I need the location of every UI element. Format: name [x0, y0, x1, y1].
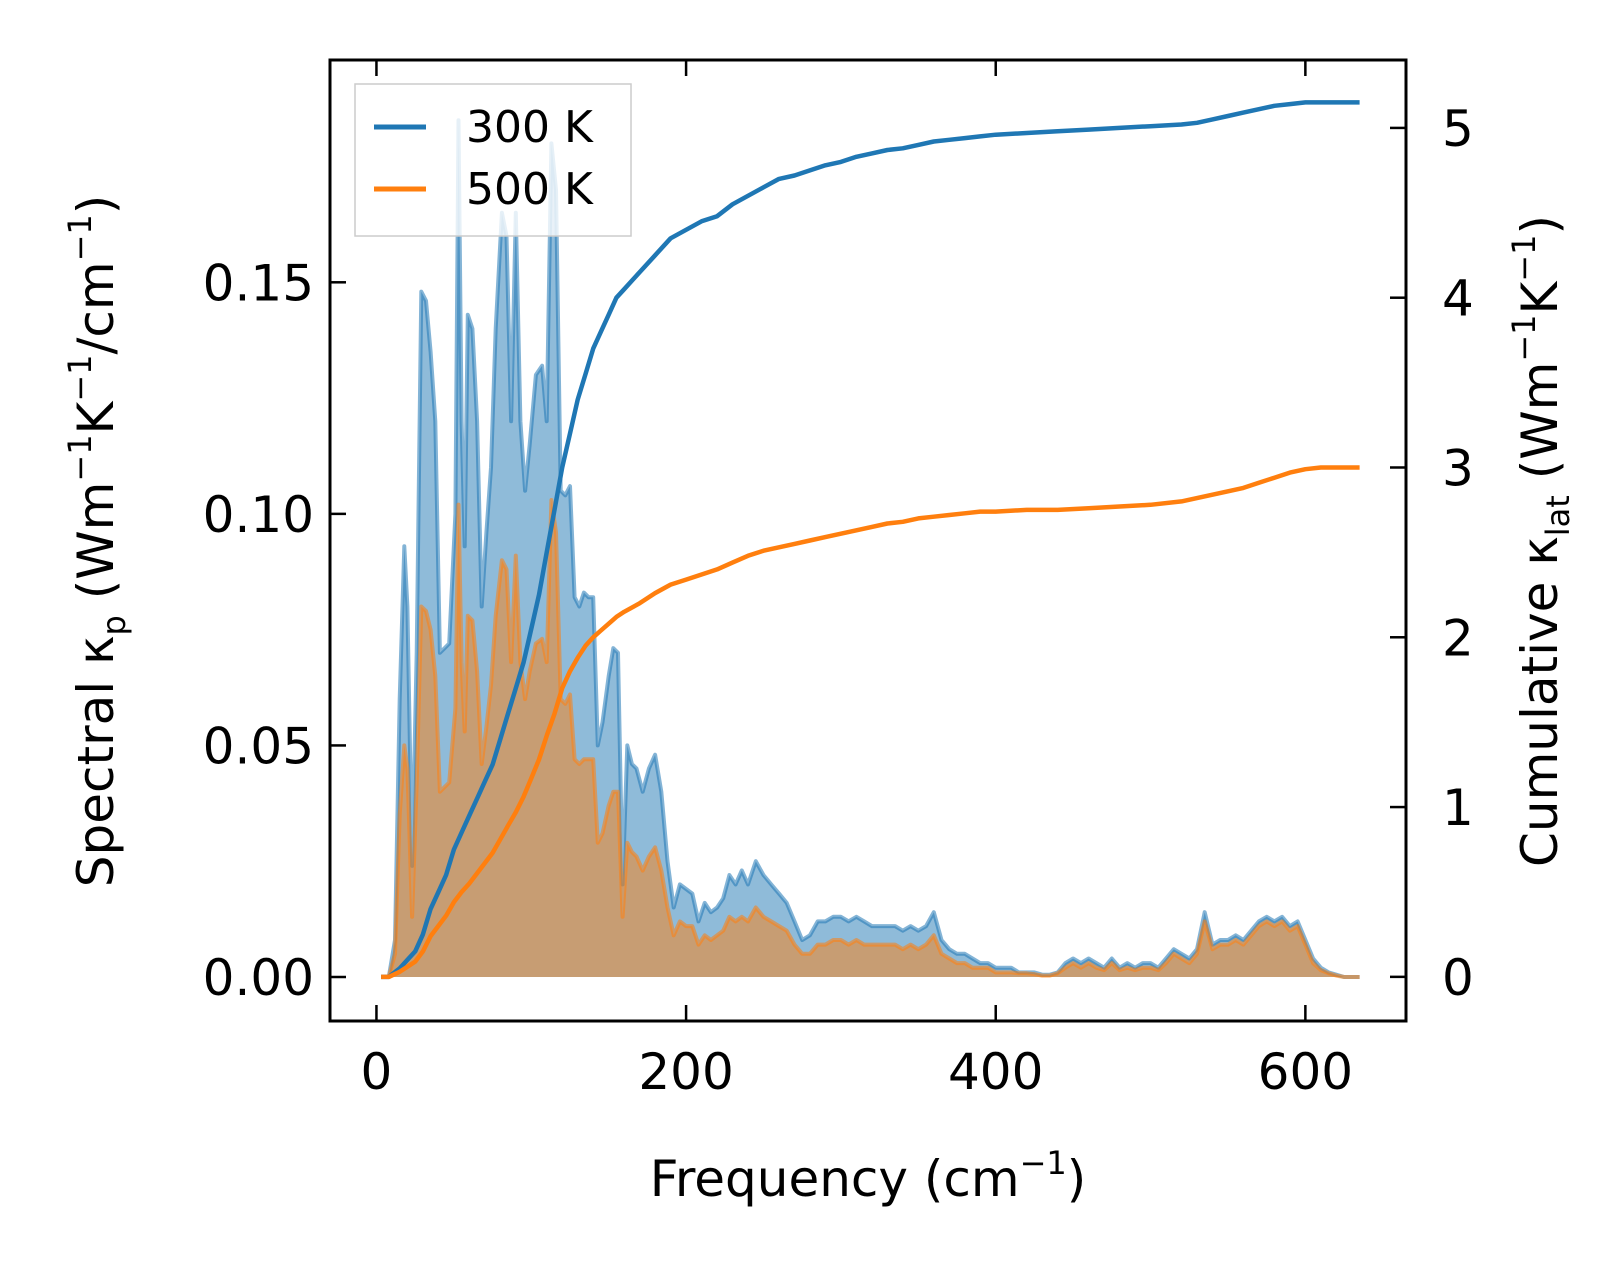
left-y-tick-label: 0.05: [203, 717, 314, 775]
x-tick-label: 600: [1258, 1043, 1353, 1101]
spectral-line-500k: [381, 498, 1360, 979]
left-y-axis-title: Spectral κp (Wm−1K−1/cm−1): [61, 195, 133, 888]
plot-area: [381, 100, 1360, 980]
left-y-tick-label: 0.00: [203, 949, 314, 1007]
left-y-tick-label: 0.10: [203, 486, 314, 544]
spectral-line-300k: [381, 118, 1360, 979]
right-y-tick-label: 2: [1442, 609, 1474, 667]
cumulative-line-300k: [381, 100, 1360, 980]
ticks: 0 200 400 600 0.00 0.05 0.10 0.15 0 1 2 3 4 5: [203, 60, 1474, 1101]
legend-label-500k: 500 K: [466, 164, 594, 215]
right-y-tick-label: 4: [1442, 270, 1474, 328]
right-y-tick-label: 0: [1442, 949, 1474, 1007]
right-y-tick-label: 5: [1442, 100, 1474, 158]
legend: 300 K 500 K: [354, 83, 632, 237]
x-tick-label: 0: [361, 1043, 393, 1101]
right-y-tick-label: 3: [1442, 439, 1474, 497]
legend-box: [354, 83, 632, 237]
left-y-tick-label: 0.15: [203, 254, 314, 312]
series-fills: [381, 118, 1360, 979]
spectral-fill-500k: [381, 500, 1360, 977]
right-y-tick-label: 1: [1442, 779, 1474, 837]
plot-frame: [328, 58, 1408, 1023]
x-axis-title: Frequency (cm−1): [650, 1144, 1087, 1208]
cumulative-line-500k: [381, 465, 1360, 980]
x-tick-label: 400: [948, 1043, 1043, 1101]
right-y-axis-title: Cumulative κlat (Wm−1K−1): [1505, 215, 1577, 867]
legend-label-300k: 300 K: [466, 102, 594, 153]
series-lines: [381, 100, 1360, 980]
x-tick-label: 200: [638, 1043, 733, 1101]
